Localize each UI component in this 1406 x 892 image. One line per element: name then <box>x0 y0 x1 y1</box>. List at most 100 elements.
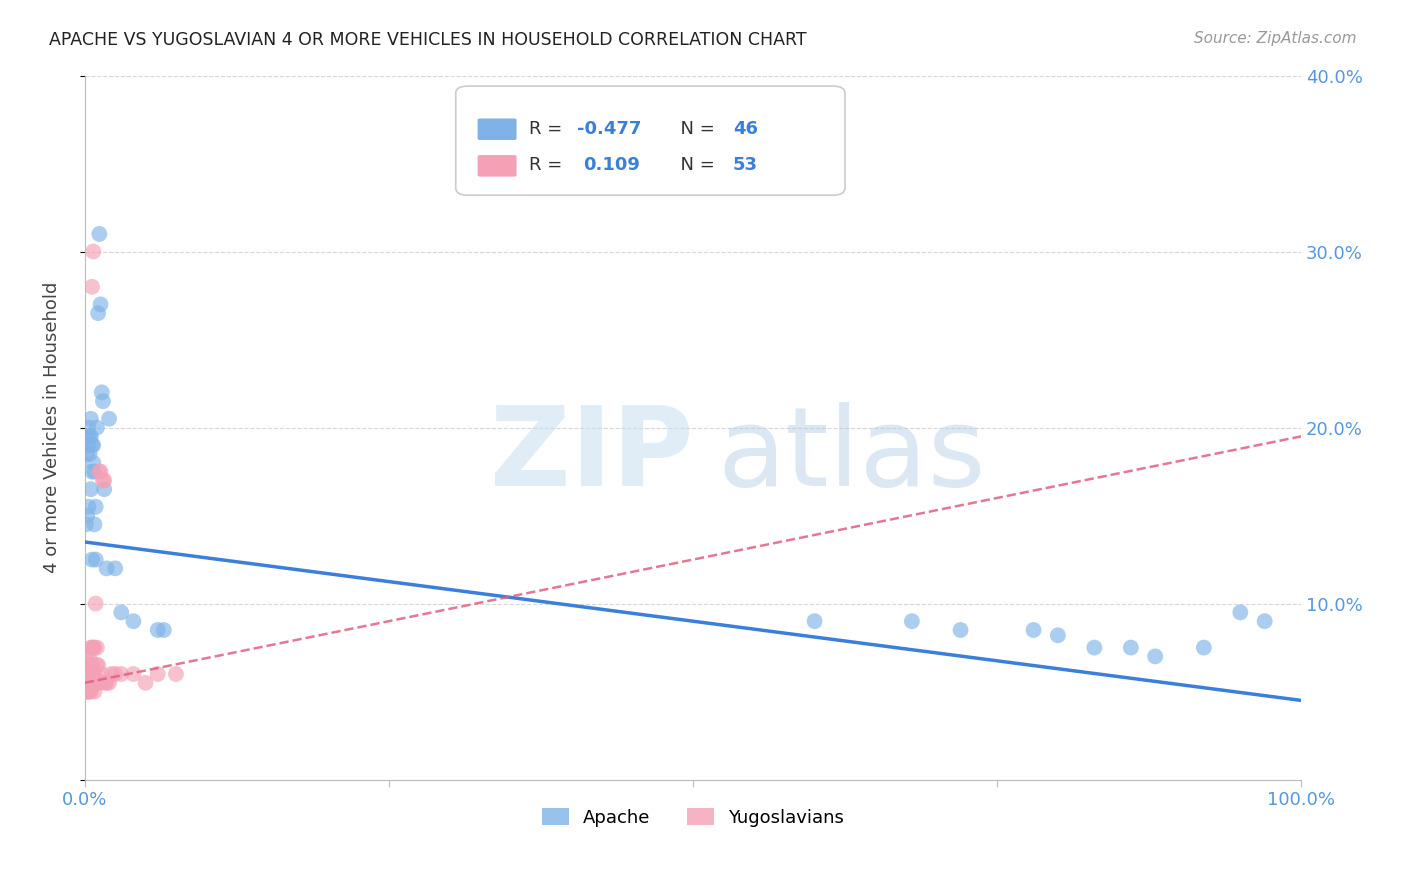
Point <box>80 552 103 566</box>
Point <box>76 508 98 523</box>
Legend: Apache, Yugoslavians: Apache, Yugoslavians <box>534 801 852 834</box>
Point <box>91 394 114 409</box>
Point <box>75 517 97 532</box>
Point <box>84 675 107 690</box>
Point <box>1229 606 1251 620</box>
Point <box>84 597 107 611</box>
Point <box>80 640 103 655</box>
Point <box>79 429 101 443</box>
Point <box>82 438 104 452</box>
Text: -0.477: -0.477 <box>578 120 641 138</box>
Point <box>135 675 157 690</box>
Point <box>90 297 112 311</box>
Point <box>96 675 118 690</box>
Point <box>98 411 121 425</box>
Point <box>1253 614 1275 628</box>
Point <box>76 684 98 698</box>
Point <box>93 482 115 496</box>
Point <box>89 227 111 241</box>
Text: ZIP: ZIP <box>489 402 693 509</box>
Text: 46: 46 <box>733 120 758 138</box>
Point <box>110 606 132 620</box>
Point <box>75 675 97 690</box>
Point <box>90 465 112 479</box>
Point <box>100 667 122 681</box>
Point <box>80 279 103 293</box>
Point <box>1083 640 1105 655</box>
Point <box>1022 623 1045 637</box>
Text: N =: N = <box>669 156 720 175</box>
Point <box>89 675 111 690</box>
Point <box>80 465 103 479</box>
Point <box>80 675 103 690</box>
Point <box>83 667 105 681</box>
Y-axis label: 4 or more Vehicles in Household: 4 or more Vehicles in Household <box>44 282 60 574</box>
Point <box>80 640 103 655</box>
Point <box>79 684 101 698</box>
Point <box>77 667 100 681</box>
Point <box>82 456 104 470</box>
Point <box>90 385 112 400</box>
Point <box>77 684 100 698</box>
FancyBboxPatch shape <box>456 87 845 195</box>
Text: N =: N = <box>669 120 720 138</box>
Point <box>80 438 103 452</box>
Point <box>80 667 103 681</box>
Point <box>91 474 114 488</box>
Text: APACHE VS YUGOSLAVIAN 4 OR MORE VEHICLES IN HOUSEHOLD CORRELATION CHART: APACHE VS YUGOSLAVIAN 4 OR MORE VEHICLES… <box>49 31 807 49</box>
Point <box>86 675 108 690</box>
Point <box>89 465 111 479</box>
Point <box>146 623 169 637</box>
Point <box>122 667 145 681</box>
Point <box>901 614 924 628</box>
Point <box>76 429 98 443</box>
Point <box>76 649 98 664</box>
Point <box>79 675 101 690</box>
Point <box>79 649 101 664</box>
Point <box>152 623 174 637</box>
Point <box>76 447 98 461</box>
Point <box>122 614 145 628</box>
Point <box>86 658 108 673</box>
Point <box>82 667 104 681</box>
Point <box>83 465 105 479</box>
Point <box>77 675 100 690</box>
Point <box>94 675 117 690</box>
Point <box>84 552 107 566</box>
Point <box>76 675 98 690</box>
Point <box>75 667 97 681</box>
Point <box>82 640 104 655</box>
Point <box>96 561 118 575</box>
Point <box>146 667 169 681</box>
Text: 0.109: 0.109 <box>583 156 640 175</box>
Point <box>1119 640 1142 655</box>
Text: Source: ZipAtlas.com: Source: ZipAtlas.com <box>1194 31 1357 46</box>
Point <box>83 684 105 698</box>
Point <box>87 306 110 320</box>
Point <box>77 500 100 514</box>
Point <box>76 658 98 673</box>
FancyBboxPatch shape <box>478 119 516 140</box>
Point <box>86 640 108 655</box>
Point <box>1144 649 1167 664</box>
Point <box>90 667 112 681</box>
Text: 53: 53 <box>733 156 758 175</box>
Point <box>110 667 132 681</box>
Point <box>98 675 121 690</box>
Point <box>79 658 101 673</box>
FancyBboxPatch shape <box>478 155 516 177</box>
Point <box>949 623 972 637</box>
Point <box>80 658 103 673</box>
Point <box>80 658 103 673</box>
Point <box>80 411 103 425</box>
Point <box>87 658 110 673</box>
Point <box>165 667 187 681</box>
Point <box>77 420 100 434</box>
Point <box>86 420 108 434</box>
Point <box>83 517 105 532</box>
Point <box>1046 628 1069 642</box>
Point <box>79 447 101 461</box>
Point <box>84 500 107 514</box>
Point <box>75 684 97 698</box>
Point <box>80 675 103 690</box>
